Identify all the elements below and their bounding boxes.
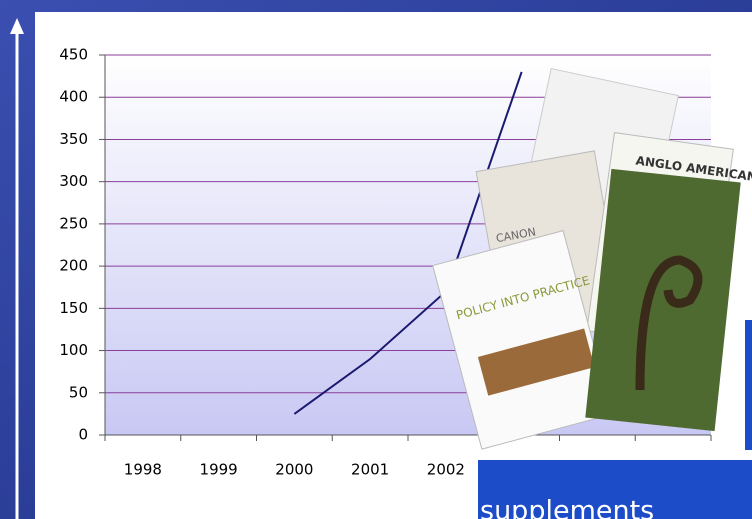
y-tick-label: 200 [59,257,88,275]
x-tick-label: 2002 [427,461,465,479]
y-tick-label: 150 [59,299,88,317]
caption-box [478,460,752,519]
y-tick-label: 300 [59,172,88,190]
y-tick-label: 350 [59,130,88,148]
cover [432,230,613,450]
cover [585,168,741,432]
y-tick-label: 100 [59,341,88,359]
cover-photo [477,328,595,396]
y-tick-label: 450 [59,46,88,64]
y-tick-label: 0 [78,426,88,444]
caption: supplements [480,496,654,519]
y-tick-label: 250 [59,214,88,232]
covers: CANON ANGLO AMERICAN POLICY INTO PRACTIC… [432,67,752,450]
x-tick-label: 2000 [275,461,313,479]
fern [635,255,703,391]
x-tick-label: 1999 [200,461,238,479]
x-tick-label: 1998 [124,461,162,479]
y-tick-label: 50 [69,383,88,401]
x-tick-label: 2001 [351,461,389,479]
y-tick-label: 400 [59,88,88,106]
side-box [745,320,752,450]
arrow-head [10,18,24,34]
